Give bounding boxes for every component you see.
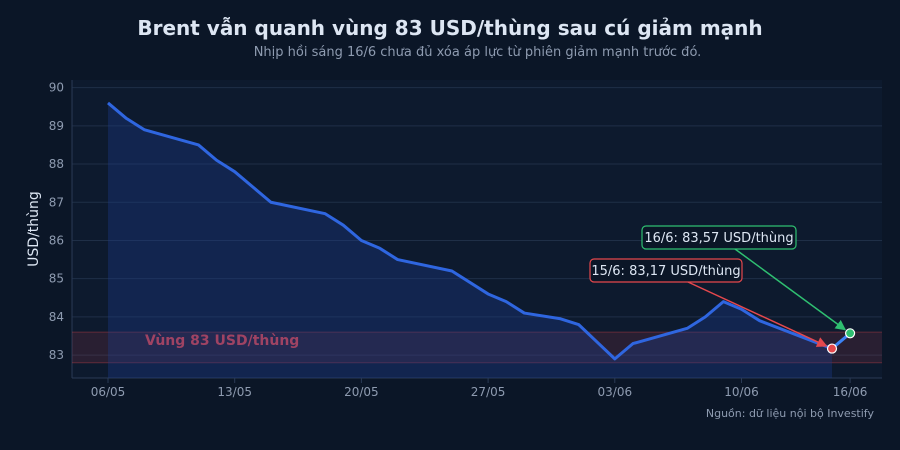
y-tick-label: 87 — [49, 195, 64, 209]
annotation-point — [826, 343, 838, 354]
y-axis-label: USD/thùng — [26, 191, 42, 267]
series-line-main — [107, 101, 833, 361]
x-tick-label: 27/05 — [471, 385, 506, 399]
y-tick-label: 88 — [49, 157, 64, 171]
x-tick-label: 03/06 — [598, 385, 633, 399]
x-tick-label: 10/06 — [724, 385, 759, 399]
chart-source: Nguồn: dữ liệu nội bộ Investify — [705, 407, 874, 420]
x-tick-label: 13/05 — [217, 385, 252, 399]
annotation-box — [641, 225, 797, 250]
zone-band — [72, 332, 882, 363]
annotation-box — [589, 258, 743, 283]
x-tick-label: 20/05 — [344, 385, 379, 399]
y-tick-label: 84 — [49, 310, 64, 324]
annotation-arrow — [734, 248, 847, 331]
y-tick-label: 85 — [49, 272, 64, 286]
x-tick-label: 16/06 — [833, 385, 868, 399]
y-tick-label: 90 — [49, 81, 64, 95]
y-tick-label: 86 — [49, 233, 64, 247]
zone-label: Vùng 83 USD/thùng — [145, 333, 299, 349]
chart-subtitle: Nhịp hồi sáng 16/6 chưa đủ xóa áp lực từ… — [253, 45, 702, 60]
annotation-arrow — [687, 281, 828, 347]
annotation-point — [844, 328, 856, 339]
chart-title: Brent vẫn quanh vùng 83 USD/thùng sau cú… — [137, 16, 763, 40]
y-tick-label: 83 — [49, 348, 64, 362]
annotation-text: 15/6: 83,17 USD/thùng — [591, 264, 740, 279]
annotation-text: 16/6: 83,57 USD/thùng — [644, 231, 793, 246]
y-tick-label: 89 — [49, 119, 64, 133]
x-tick-label: 06/05 — [91, 385, 126, 399]
series-area — [108, 102, 832, 378]
